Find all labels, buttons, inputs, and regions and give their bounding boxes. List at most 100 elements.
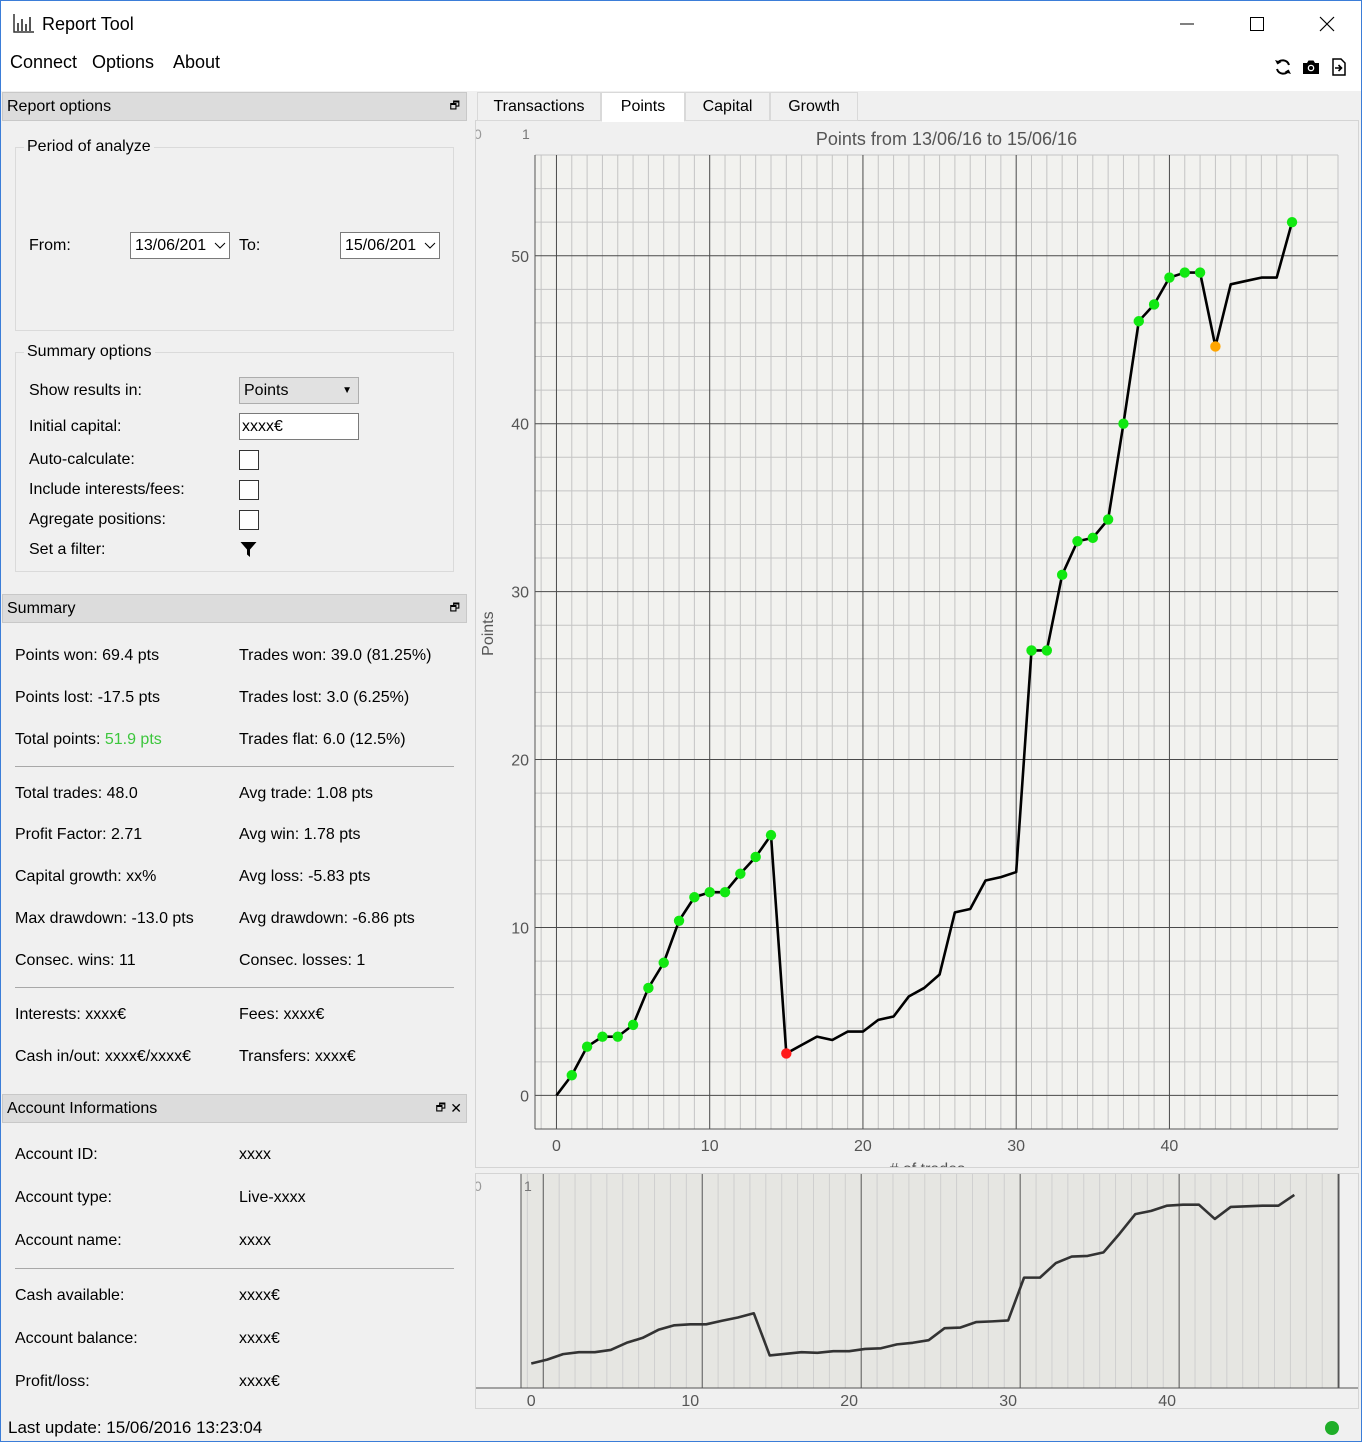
aggregate-label: Agregate positions: (29, 511, 166, 528)
tab-growth[interactable]: Growth (770, 92, 858, 121)
cash-available-label: Cash available: (15, 1287, 125, 1304)
consec-losses: Consec. losses: 1 (239, 952, 366, 969)
initial-capital-input[interactable]: xxxx€ (239, 413, 359, 440)
plot-area (535, 155, 1338, 1129)
trade-marker-win (1148, 299, 1160, 310)
menu-options[interactable]: Options (92, 52, 155, 72)
interests: Interests: xxxx€ (15, 1006, 127, 1023)
tab-transactions[interactable]: Transactions (477, 92, 601, 121)
maximize-icon (1250, 17, 1264, 31)
total-points: Total points: 51.9 pts (15, 731, 162, 749)
maximize-button[interactable] (1222, 1, 1292, 47)
menu-connect[interactable]: Connect (10, 52, 78, 72)
trade-marker-win (566, 1070, 577, 1081)
trade-marker-win (1102, 514, 1114, 525)
show-results-label: Show results in: (29, 382, 142, 399)
points-chart[interactable]: 0 10 20 30 40 0 10 20 30 40 50 0 1 Points from 13/06/… (474, 121, 1358, 1178)
account-title: Account Informations (7, 1100, 158, 1117)
trade-marker-win (612, 1031, 623, 1042)
total-points-value: 51.9 pts (104, 731, 162, 748)
trade-marker-win (1087, 532, 1099, 544)
last-update: Last update: 15/06/2016 13:23:04 (8, 1418, 263, 1437)
from-date-picker[interactable]: 13/06/201 (130, 232, 230, 259)
tab-capital[interactable]: Capital (685, 92, 770, 121)
avg-win: Avg win: 1.78 pts (239, 826, 361, 843)
points-lost: Points lost: -17.5 pts (15, 689, 160, 706)
summary-separator (15, 987, 454, 988)
show-results-select[interactable]: Points ▼ (239, 377, 359, 404)
minimize-button[interactable] (1152, 1, 1222, 47)
consec-wins: Consec. wins: 11 (15, 952, 136, 969)
account-dock-title[interactable]: Account Informations 🗗 ✕ (2, 1094, 467, 1123)
screenshot-button[interactable] (1301, 57, 1321, 77)
transfers: Transfers: xxxx€ (239, 1048, 356, 1065)
trade-marker-win (719, 887, 731, 898)
tab-points[interactable]: Points (601, 92, 685, 122)
overview-tick-label: 20 (840, 1393, 858, 1408)
trade-marker-win (581, 1041, 593, 1052)
trade-marker-win (765, 829, 777, 841)
x-tick-label: 10 (701, 1138, 719, 1155)
overview-selection (521, 1174, 1339, 1388)
summary-title: Summary (7, 600, 76, 617)
trade-marker-win (735, 868, 746, 879)
auto-calculate-label: Auto-calculate: (29, 451, 135, 468)
dropdown-arrow-icon: ▼ (342, 385, 352, 396)
overview-tick-label: 40 (1158, 1393, 1176, 1408)
camera-icon (1303, 60, 1319, 74)
chart-app-icon (13, 13, 35, 33)
filter-button[interactable] (240, 541, 257, 563)
float-icon[interactable]: 🗗 (435, 1102, 446, 1114)
trade-marker-win (704, 887, 715, 898)
include-fees-checkbox[interactable] (239, 480, 259, 500)
menu-about[interactable]: About (173, 52, 221, 72)
account-type-value: Live-xxxx (239, 1189, 306, 1206)
trade-marker-win (658, 957, 669, 968)
minimize-icon (1180, 23, 1194, 25)
overview-panel: 0 10 20 30 40 0 1 (474, 1173, 1359, 1410)
export-button[interactable] (1329, 57, 1349, 77)
trade-marker-win (1118, 418, 1129, 429)
to-date-value: 15/06/201 (345, 237, 417, 254)
trades-lost: Trades lost: 3.0 (6.25%) (239, 689, 410, 706)
corner-label: 1 (522, 126, 530, 142)
summary-dock-title[interactable]: Summary 🗗 (2, 594, 467, 623)
total-points-label: Total points: (15, 731, 105, 748)
to-date-picker[interactable]: 15/06/201 (340, 232, 440, 259)
filter-label: Set a filter: (29, 541, 106, 558)
chevron-down-icon (424, 233, 436, 258)
report-options-dock-title[interactable]: Report options 🗗 (2, 92, 467, 121)
avg-trade: Avg trade: 1.08 pts (239, 785, 374, 802)
auto-calculate-checkbox[interactable] (239, 450, 259, 470)
show-results-value: Points (244, 382, 289, 399)
account-id-value: xxxx (239, 1146, 271, 1163)
overview-tick-label: 0 (527, 1393, 536, 1408)
chart-panel: 0 10 20 30 40 0 10 20 30 40 50 0 1 Points from 13/06/… (474, 120, 1359, 1178)
close-window-button[interactable] (1292, 1, 1362, 47)
float-icon[interactable]: 🗗 (449, 100, 460, 112)
trade-marker-win (1194, 267, 1206, 278)
trade-marker-win (1041, 645, 1053, 656)
initial-capital-label: Initial capital: (29, 418, 122, 435)
refresh-button[interactable] (1273, 57, 1293, 77)
trade-marker-win (1133, 316, 1144, 327)
float-icon[interactable]: 🗗 (449, 602, 460, 614)
initial-capital-value: xxxx€ (242, 418, 283, 435)
trade-marker-win (1072, 536, 1083, 547)
status-bar: Last update: 15/06/2016 13:23:04 (1, 1413, 1361, 1441)
y-tick-label: 30 (511, 585, 529, 602)
trade-marker-win (750, 851, 761, 863)
capital-growth: Capital growth: xx% (15, 868, 157, 885)
overview-chart[interactable]: 0 10 20 30 40 0 1 (474, 1174, 1358, 1410)
summary-separator (15, 766, 454, 767)
close-icon (1319, 16, 1335, 32)
trade-marker-drawdown (1210, 341, 1221, 352)
close-dock-icon[interactable]: ✕ (450, 1100, 462, 1116)
overview-corner-label: 1 (524, 1178, 532, 1194)
aggregate-checkbox[interactable] (239, 510, 259, 530)
account-type-label: Account type: (15, 1189, 112, 1206)
period-group: Period of analyze (15, 138, 454, 331)
connection-status-indicator (1325, 1421, 1339, 1435)
x-tick-label: 20 (854, 1138, 872, 1155)
x-tick-label: 30 (1007, 1138, 1025, 1155)
